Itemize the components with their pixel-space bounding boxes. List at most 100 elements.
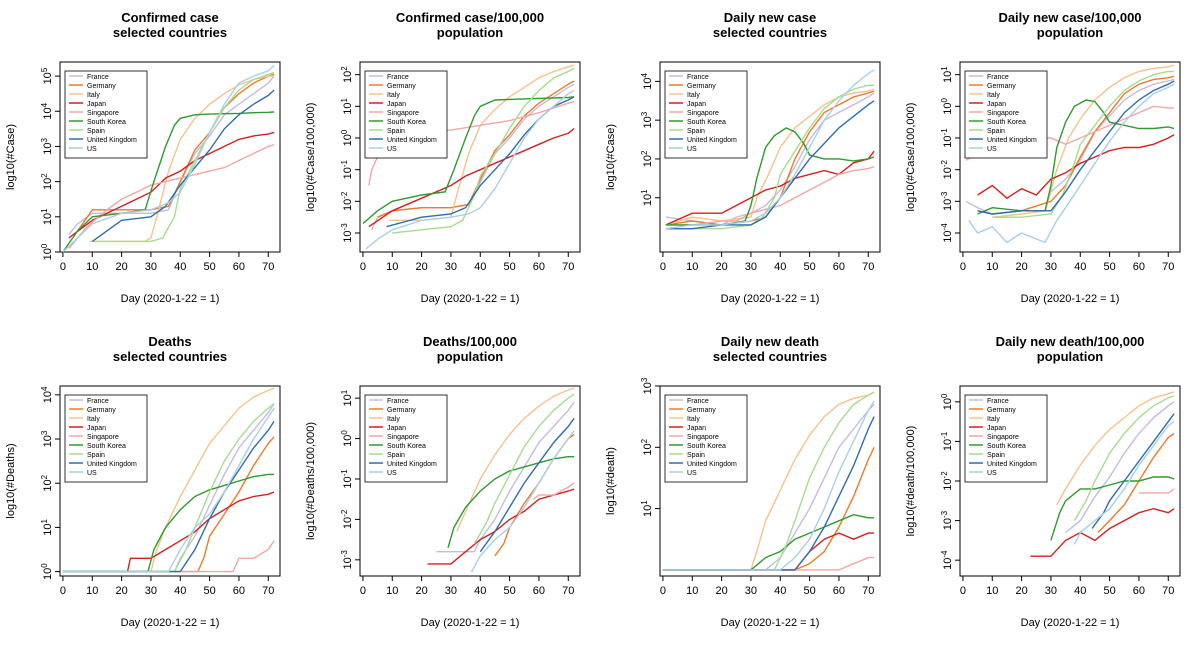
x-tick-label: 40 — [174, 585, 186, 597]
x-tick-label: 30 — [745, 585, 757, 597]
chart-title: Daily new death/100,000 — [996, 334, 1145, 349]
x-tick-label: 10 — [986, 585, 998, 597]
legend-label: Germany — [87, 407, 116, 414]
x-tick-label: 60 — [1133, 585, 1145, 597]
legend-label: France — [387, 398, 409, 405]
x-tick-label: 0 — [60, 585, 66, 597]
y-tick-label: 100 — [40, 243, 54, 260]
legend-label: South Korea — [987, 119, 1026, 126]
series-line-france — [662, 403, 875, 571]
plot-frame — [59, 385, 281, 577]
legend-label: Italy — [387, 416, 400, 423]
series-line-japan — [368, 127, 575, 228]
x-tick-label: 60 — [1133, 261, 1145, 273]
x-tick-label: 50 — [203, 585, 215, 597]
legend-label: Italy — [687, 92, 700, 99]
series-line-spain — [1073, 395, 1175, 521]
series-line-germany — [377, 80, 575, 218]
plot-frame — [359, 61, 581, 253]
y-tick-label: 103 — [640, 377, 654, 394]
x-axis-label: Day (2020-1-22 = 1) — [721, 293, 820, 305]
x-tick-label: 40 — [1074, 585, 1086, 597]
x-tick-label: 10 — [386, 585, 398, 597]
x-tick-label: 70 — [1162, 261, 1174, 273]
legend-label: United Kingdom — [387, 137, 437, 144]
series-line-germany — [1097, 432, 1175, 533]
y-axis-label: log10(#Deaths) — [5, 443, 17, 518]
series-line-italy — [62, 387, 275, 573]
y-tick-label: 102 — [640, 150, 654, 167]
x-tick-label: 70 — [862, 261, 874, 273]
series-line-singapore — [532, 482, 575, 500]
series-line-united-kingdom — [662, 416, 875, 571]
y-axis-label: log10(#Case/100,000) — [305, 103, 317, 212]
series-line-us — [62, 407, 275, 573]
y-tick-label: 101 — [640, 500, 654, 517]
y-axis-label: log10(#Case) — [605, 124, 617, 190]
x-tick-label: 40 — [174, 261, 186, 273]
chart-title: Confirmed case — [121, 10, 219, 25]
series-line-japan — [662, 532, 875, 571]
x-axis-label: Day (2020-1-22 = 1) — [1021, 617, 1120, 629]
plot-frame — [659, 61, 881, 253]
legend-label: Singapore — [987, 110, 1019, 117]
y-tick-label: 101 — [40, 208, 54, 225]
legend-label: Japan — [687, 101, 706, 108]
plot-frame — [959, 61, 1181, 253]
y-axis-label: log10(#Deaths/100,000) — [305, 422, 317, 540]
legend-label: Japan — [987, 425, 1006, 432]
legend-label: United Kingdom — [687, 137, 737, 144]
series-line-singapore — [1138, 488, 1175, 494]
series-line-spain — [92, 71, 275, 243]
legend-label: Germany — [87, 83, 116, 90]
legend-label: France — [987, 74, 1009, 81]
legend-label: Germany — [387, 407, 416, 414]
x-tick-label: 70 — [562, 585, 574, 597]
series-line-spain — [62, 403, 275, 573]
legend-label: South Korea — [387, 119, 426, 126]
legend-label: Singapore — [387, 434, 419, 441]
legend-label: Spain — [387, 128, 405, 135]
y-tick-label: 103 — [40, 138, 54, 155]
legend-label: Italy — [987, 92, 1000, 99]
legend-label: South Korea — [987, 443, 1026, 450]
legend-label: Singapore — [687, 434, 719, 441]
x-tick-label: 0 — [360, 261, 366, 273]
series-line-singapore — [68, 144, 275, 249]
legend-label: Spain — [987, 128, 1005, 135]
y-axis-label: log10(#Case/100,000) — [905, 103, 917, 212]
legend-label: South Korea — [387, 443, 426, 450]
legend-label: Spain — [387, 452, 405, 459]
x-tick-label: 20 — [715, 585, 727, 597]
x-tick-label: 0 — [360, 585, 366, 597]
legend-label: US — [387, 470, 397, 477]
y-tick-label: 10-3 — [340, 223, 354, 243]
x-tick-label: 10 — [686, 261, 698, 273]
series-line-united-kingdom — [977, 80, 1175, 215]
y-axis-label: log10(#Case) — [5, 124, 17, 190]
legend-label: Singapore — [687, 110, 719, 117]
x-tick-label: 0 — [960, 585, 966, 597]
legend-label: Spain — [87, 128, 105, 135]
legend-label: United Kingdom — [387, 461, 437, 468]
y-tick-label: 100 — [940, 393, 954, 410]
x-axis-label: Day (2020-1-22 = 1) — [421, 617, 520, 629]
x-tick-label: 20 — [115, 585, 127, 597]
plot-frame — [659, 385, 881, 577]
legend-label: US — [87, 470, 97, 477]
series-line-us — [968, 83, 1175, 244]
y-tick-label: 100 — [40, 563, 54, 580]
legend-label: US — [687, 146, 697, 153]
x-tick-label: 50 — [1103, 585, 1115, 597]
y-axis-label: log10(#death) — [605, 447, 617, 515]
chart-title: Daily new death — [721, 334, 819, 349]
series-line-us — [662, 400, 875, 571]
x-tick-label: 50 — [803, 585, 815, 597]
series-line-japan — [427, 488, 575, 565]
y-tick-label: 10-1 — [340, 469, 354, 489]
y-tick-label: 100 — [340, 129, 354, 146]
